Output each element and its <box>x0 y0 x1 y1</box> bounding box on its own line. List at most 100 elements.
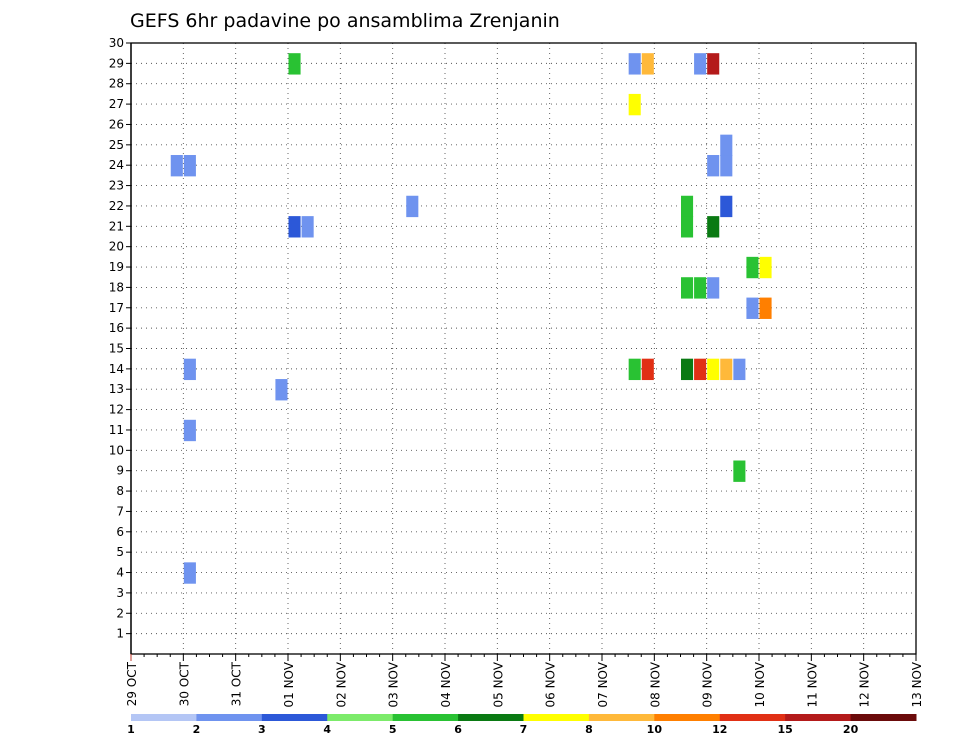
legend-swatch <box>785 714 852 721</box>
precip-cell <box>406 195 419 218</box>
y-tick-label: 20 <box>109 240 124 254</box>
legend-swatch <box>327 714 394 721</box>
y-tick-label: 27 <box>109 97 124 111</box>
precip-cell <box>720 155 733 177</box>
legend-swatch <box>523 714 590 721</box>
y-tick-label: 4 <box>116 566 124 580</box>
precip-cell <box>720 195 733 218</box>
x-tick-label: 04 NOV <box>439 661 453 707</box>
y-tick-label: 21 <box>109 219 124 233</box>
grid-lines <box>131 42 916 654</box>
precipitation-cells <box>170 53 772 584</box>
x-tick-label: 31 OCT <box>230 661 244 706</box>
precip-cell <box>707 155 720 177</box>
y-tick-label: 12 <box>109 403 124 417</box>
y-tick-label: 8 <box>116 484 124 498</box>
y-tick-label: 1 <box>116 627 124 641</box>
legend-label: 6 <box>454 723 462 736</box>
x-tick-label: 09 NOV <box>701 661 715 707</box>
y-tick-label: 6 <box>116 525 124 539</box>
y-tick-label: 15 <box>109 342 124 356</box>
precip-cell <box>288 53 301 75</box>
precip-cell <box>733 460 746 482</box>
y-tick-label: 30 <box>109 36 124 50</box>
y-tick-label: 13 <box>109 382 124 396</box>
legend-swatch <box>131 714 197 721</box>
precip-cell <box>720 134 733 157</box>
x-tick-label: 13 NOV <box>910 661 924 707</box>
legend-swatch <box>850 714 917 721</box>
precip-cell <box>694 277 707 299</box>
x-tick-label: 02 NOV <box>334 661 348 707</box>
precip-cell <box>733 358 746 381</box>
precip-cell <box>183 562 196 584</box>
precip-cell <box>628 358 641 381</box>
precip-cell <box>707 277 720 299</box>
x-tick-label: 10 NOV <box>753 661 767 707</box>
precip-cell <box>641 358 654 381</box>
plot-area-frame <box>130 42 917 655</box>
precip-cell <box>759 297 772 319</box>
color-legend: 1 2 3 4 5 6 7 8 10 12 15 20 <box>127 714 917 736</box>
precip-cell <box>707 53 720 75</box>
precip-cell <box>694 358 707 381</box>
x-tick-label: 01 NOV <box>282 661 296 707</box>
y-tick-label: 14 <box>109 362 124 376</box>
legend-label: 5 <box>389 723 397 736</box>
precip-cell <box>628 93 641 116</box>
precip-cell <box>183 358 196 381</box>
precip-cell <box>301 216 314 238</box>
y-tick-label: 28 <box>109 77 124 91</box>
precip-cell <box>681 277 694 299</box>
precip-cell <box>641 53 654 75</box>
legend-swatch <box>588 714 655 721</box>
y-tick-label: 11 <box>109 423 124 437</box>
x-axis: 29 OCT 30 OCT 31 OCT 01 NOV 02 NOV 03 NOV 04 N… <box>125 654 924 708</box>
precip-cell <box>720 358 733 381</box>
x-tick-label: 08 NOV <box>648 661 662 707</box>
x-tick-label: 30 OCT <box>177 661 191 706</box>
legend-label: 12 <box>712 723 727 736</box>
y-tick-label: 24 <box>109 158 124 172</box>
legend-label: 4 <box>323 723 331 736</box>
precip-cell <box>681 195 694 218</box>
precip-cell <box>170 155 183 177</box>
legend-label: 20 <box>843 723 859 736</box>
y-tick-label: 16 <box>109 321 124 335</box>
y-tick-label: 22 <box>109 199 124 213</box>
precip-cell <box>746 256 759 279</box>
y-tick-label: 5 <box>116 545 124 559</box>
precip-cell <box>681 358 694 381</box>
legend-swatch <box>261 714 328 721</box>
legend-label: 8 <box>585 723 593 736</box>
legend-label: 10 <box>647 723 663 736</box>
y-tick-label: 9 <box>116 464 124 478</box>
precip-cell <box>681 216 694 238</box>
legend-label: 2 <box>193 723 201 736</box>
legend-swatch <box>458 714 524 721</box>
legend-swatch <box>654 714 721 721</box>
legend-swatch <box>392 714 459 721</box>
y-tick-label: 7 <box>116 504 124 518</box>
legend-label: 7 <box>520 723 528 736</box>
legend-swatch <box>196 714 263 721</box>
y-tick-label: 10 <box>109 443 124 457</box>
y-tick-label: 18 <box>109 280 124 294</box>
legend-label: 3 <box>258 723 266 736</box>
precip-cell <box>628 53 641 75</box>
precip-cell <box>707 216 720 238</box>
precip-cell <box>694 53 707 75</box>
x-tick-label: 11 NOV <box>805 661 819 707</box>
x-tick-label: 07 NOV <box>596 661 610 707</box>
x-tick-label: 29 OCT <box>125 661 139 706</box>
precip-cell <box>183 155 196 177</box>
legend-label: 15 <box>778 723 793 736</box>
precip-cell <box>288 216 301 238</box>
y-tick-label: 2 <box>116 606 124 620</box>
y-tick-label: 26 <box>109 117 124 131</box>
legend-label: 1 <box>127 723 135 736</box>
x-tick-label: 06 NOV <box>544 661 558 707</box>
y-tick-label: 17 <box>109 301 124 315</box>
y-tick-label: 25 <box>109 138 124 152</box>
